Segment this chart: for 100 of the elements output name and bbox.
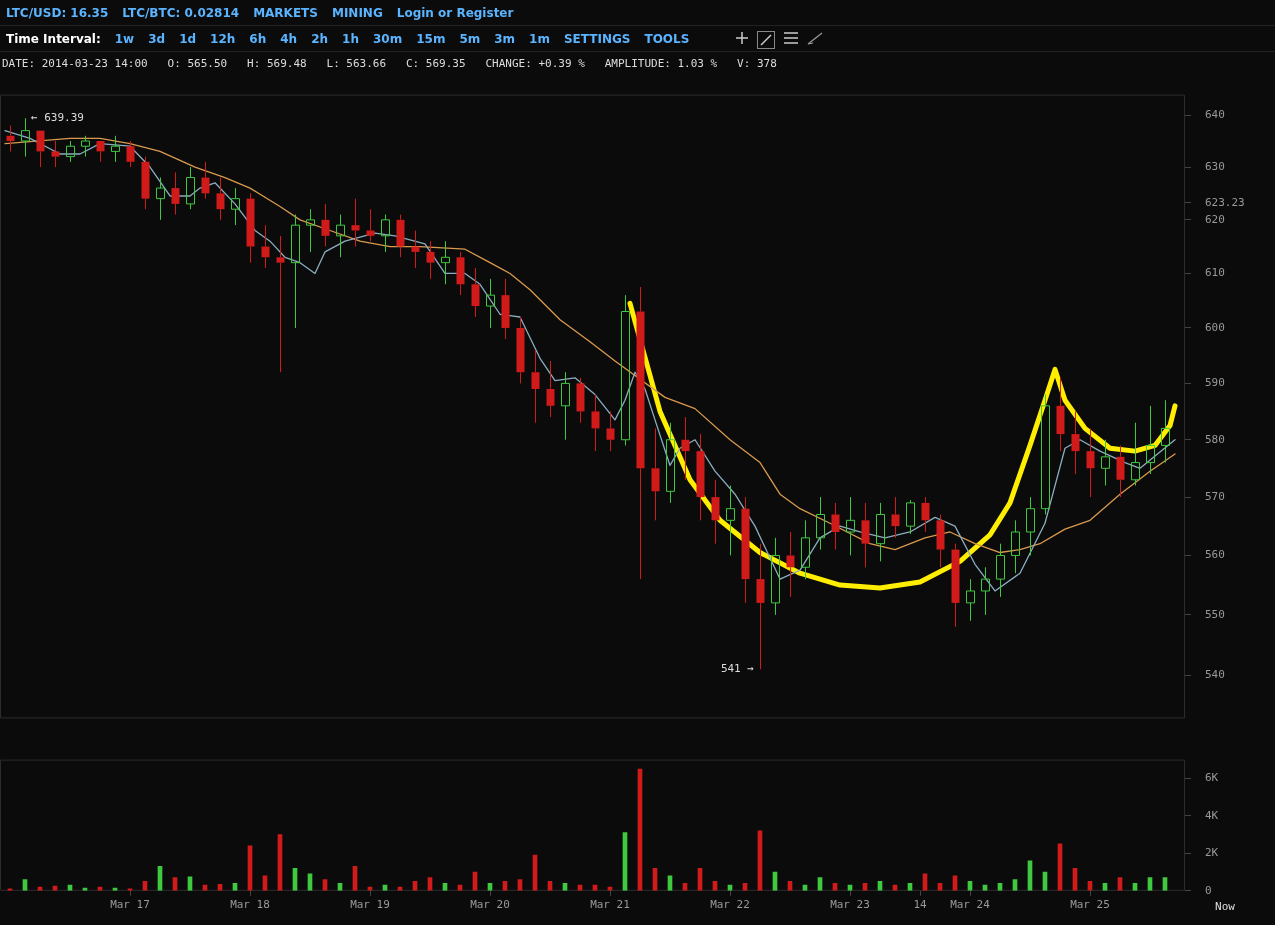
- candlestick: [576, 377, 585, 424]
- y-tick-label: 630: [1205, 159, 1225, 173]
- candlestick: [531, 349, 540, 424]
- text: SETTINGS: [563, 31, 631, 46]
- candlestick: [1056, 377, 1065, 452]
- x-tick-label: Mar 19: [350, 898, 390, 912]
- y-tick-label: 560: [1205, 548, 1225, 562]
- y-tick-label: 0: [1205, 883, 1212, 897]
- y-tick-label: 2K: [1205, 846, 1219, 860]
- candlestick: [1131, 422, 1140, 487]
- candlestick: [261, 224, 270, 269]
- chart-subtitle: DATE: 2014-03-23 14:00 O: 565.50 H: 569.48 L: 563.66 C: 569.35 CHANGE: +0.39 % AMPLITUDE: 1.03 % V: 378: [1, 55, 778, 72]
- candlestick: [471, 267, 480, 318]
- text: LTC/USD: 16.35: [6, 5, 109, 20]
- candlestick: [351, 198, 360, 248]
- text: TOOLS: [644, 31, 690, 46]
- candlestick: [591, 394, 600, 452]
- x-tick-label: Mar 18: [230, 898, 270, 912]
- candlestick: [891, 496, 900, 539]
- candlestick: [666, 422, 675, 504]
- text: 30m: [372, 31, 403, 46]
- text: Now: [1215, 899, 1236, 913]
- candlestick: [111, 135, 120, 163]
- y-tick-label: 6K: [1205, 771, 1219, 785]
- text: 1d: [179, 31, 197, 46]
- y-tick-label: 640: [1205, 108, 1225, 121]
- text: 4h: [280, 31, 298, 46]
- candlestick: [546, 360, 555, 418]
- candlestick: [336, 214, 345, 258]
- candlestick: [246, 192, 255, 264]
- candlestick: [966, 578, 975, 622]
- candlestick: [456, 251, 465, 296]
- candlestick: [276, 235, 285, 373]
- candlestick: [231, 187, 240, 226]
- annotation: 541 →: [720, 662, 755, 676]
- candlestick: [726, 485, 735, 556]
- candlestick: [516, 316, 525, 384]
- text: 5m: [459, 31, 481, 46]
- candlestick: [381, 214, 390, 253]
- candlestick: [681, 416, 690, 481]
- candlestick: [306, 208, 315, 253]
- candlestick: [1146, 405, 1155, 475]
- y-tick-label: 623.23: [1205, 195, 1245, 209]
- candlestick: [411, 229, 420, 269]
- x-tick-label: Mar 21: [590, 898, 630, 912]
- candlestick: [171, 171, 180, 216]
- candlestick: [921, 496, 930, 533]
- candlestick: [846, 496, 855, 556]
- text: 3m: [494, 31, 516, 46]
- y-tick-label: 590: [1205, 376, 1225, 390]
- candlestick: [771, 537, 780, 616]
- text: 1w: [114, 31, 135, 46]
- candlestick: [996, 543, 1005, 598]
- text: MINING: [331, 5, 383, 20]
- candlestick: [396, 214, 405, 258]
- x-tick-label: Mar 17: [110, 898, 150, 912]
- candlestick: [216, 177, 225, 221]
- candlestick: [426, 240, 435, 280]
- candlestick: [66, 140, 75, 163]
- candlestick: [951, 543, 960, 628]
- text: Time Interval:: [6, 31, 101, 46]
- y-tick-label: 570: [1205, 489, 1225, 503]
- text: 6h: [249, 31, 267, 46]
- candlestick: [1071, 410, 1080, 475]
- candlestick: [201, 161, 210, 200]
- candlestick: [366, 208, 375, 242]
- y-tick-label: 620: [1205, 212, 1225, 226]
- candlestick: [801, 519, 810, 580]
- candlestick: [126, 140, 135, 168]
- candlestick: [876, 502, 885, 562]
- candlestick: [696, 433, 705, 521]
- candlestick: [936, 513, 945, 568]
- y-tick-label: 540: [1205, 668, 1225, 682]
- text: 1h: [342, 31, 359, 46]
- candlestick: [1116, 444, 1125, 498]
- candlestick: [156, 177, 165, 221]
- candlestick: [291, 214, 300, 329]
- candlestick: [711, 479, 720, 545]
- y-tick-label: 4K: [1205, 808, 1219, 822]
- y-tick-label: 600: [1205, 320, 1225, 334]
- text: 2h: [311, 31, 329, 46]
- candlestick: [831, 502, 840, 551]
- candlestick: [51, 140, 60, 168]
- candlestick: [501, 278, 510, 340]
- x-tick-label: Mar 23: [830, 898, 870, 912]
- candlestick: [1161, 399, 1170, 464]
- candlestick: [741, 496, 750, 604]
- candlestick: [981, 566, 990, 616]
- candlestick: [1026, 496, 1035, 556]
- candlestick: [1086, 427, 1095, 498]
- candlestick: [141, 156, 150, 210]
- candlestick: [606, 410, 615, 452]
- x-tick-label: 14: [913, 898, 927, 912]
- candlestick: [816, 496, 825, 551]
- candlestick: [441, 240, 450, 285]
- candlestick: [36, 130, 45, 168]
- candlestick: [1101, 439, 1110, 487]
- candlestick: [486, 278, 495, 329]
- candlestick: [636, 286, 645, 580]
- candlestick: [321, 203, 330, 248]
